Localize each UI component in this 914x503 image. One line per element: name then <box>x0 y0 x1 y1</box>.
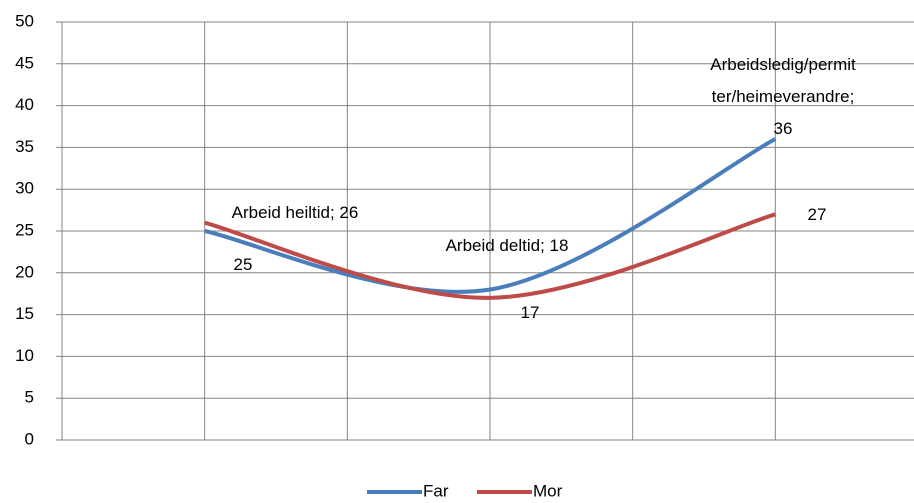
data-label: 25 <box>233 255 253 274</box>
y-tick-label: 25 <box>15 220 34 239</box>
y-tick-label: 40 <box>15 95 34 114</box>
y-tick-label: 10 <box>15 346 34 365</box>
data-label: Arbeid deltid; 18 <box>445 236 569 255</box>
data-label: 27 <box>807 205 827 224</box>
y-tick-label: 30 <box>15 179 34 198</box>
y-tick-label: 45 <box>15 53 34 72</box>
data-label: Arbeid heiltid; 26 <box>231 203 359 222</box>
line <box>204 212 776 300</box>
y-tick-label: 20 <box>15 262 34 281</box>
data-label: Arbeidsledig/permitter/heimeverandre; 36 <box>710 55 856 138</box>
y-tick-label: 0 <box>25 429 34 448</box>
line <box>204 137 777 294</box>
y-tick-label: 50 <box>15 11 34 30</box>
legend-label: Mor <box>533 481 563 500</box>
y-tick-label: 35 <box>15 137 34 156</box>
data-label: 17 <box>520 303 540 322</box>
y-tick-label: 15 <box>15 304 34 323</box>
y-tick-label: 5 <box>25 388 34 407</box>
legend-label: Far <box>423 481 449 500</box>
